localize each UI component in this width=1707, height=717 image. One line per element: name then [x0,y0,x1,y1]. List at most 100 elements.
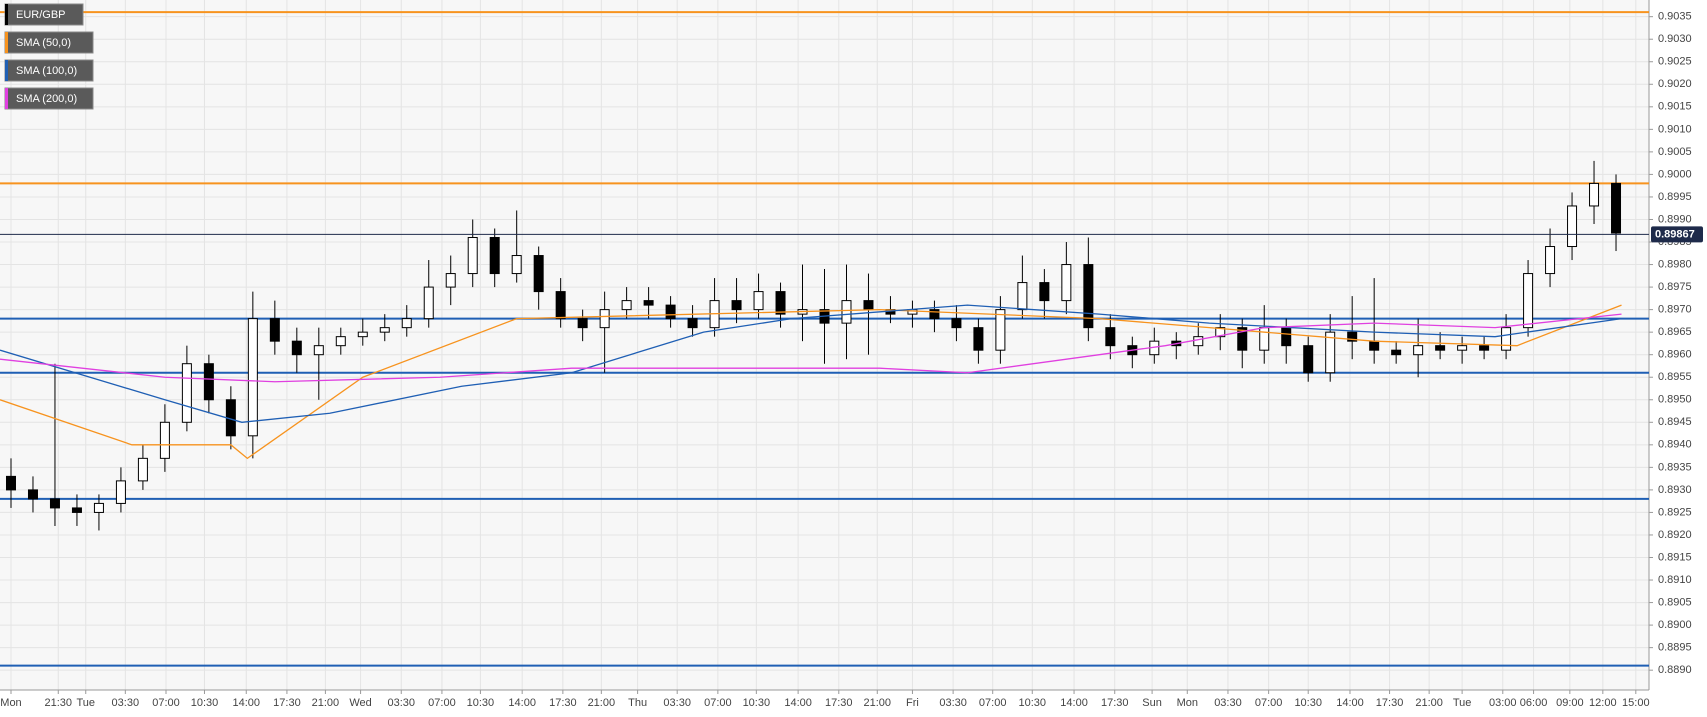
x-tick-label: Wed [349,697,371,709]
x-tick-label: 21:00 [312,697,340,709]
candle-body [643,300,654,306]
x-tick-label: 10:30 [1294,697,1322,709]
candle-body [1105,327,1116,347]
x-tick-label: 09:00 [1556,697,1584,709]
legend-label: SMA (200,0) [16,93,77,105]
candle-body [533,255,544,293]
candle-body [1523,273,1534,329]
legend-swatch [5,4,8,25]
candle-body [951,318,962,329]
candle-body [1457,345,1468,351]
candle-body [357,331,368,338]
candle-body [665,304,676,320]
y-tick-label: 0.8960 [1658,349,1692,361]
candle-body [1281,327,1292,347]
candle-body [1215,327,1226,338]
y-tick-label: 0.8900 [1658,619,1692,631]
candle-body [687,318,698,329]
y-tick-label: 0.8890 [1658,664,1692,676]
x-tick-label: 17:30 [549,697,577,709]
candle-body [1391,349,1402,356]
candle-body [1259,327,1270,351]
candle-body [1237,327,1248,351]
candle-body [5,475,16,491]
x-tick-label: 03:30 [1214,697,1242,709]
candle-body [401,318,412,329]
candle-body [1017,282,1028,311]
y-tick-label: 0.8930 [1658,484,1692,496]
legend-item: SMA (200,0) [4,87,94,110]
y-tick-label: 0.8915 [1658,551,1692,563]
candle-body [1039,282,1050,302]
y-tick-label: 0.8940 [1658,439,1692,451]
x-tick-label: 14:00 [232,697,260,709]
x-tick-label: Tue [1453,697,1472,709]
candle-body [137,457,148,482]
y-tick-label: 0.8910 [1658,574,1692,586]
x-tick-label: 14:00 [508,697,536,709]
x-tick-label: 03:30 [112,697,140,709]
candle-body [181,363,192,423]
candle-body [511,255,522,275]
x-tick-label: 07:00 [704,697,732,709]
y-tick-label: 0.8905 [1658,596,1692,608]
legend-item: SMA (100,0) [4,59,94,82]
x-tick-label: 10:30 [1019,697,1047,709]
candle-body [1545,246,1556,275]
y-tick-label: 0.9010 [1658,123,1692,135]
sma-line [0,313,1622,383]
candle-body [159,421,170,459]
candle-body [775,291,786,315]
legend-swatch [5,60,8,81]
x-tick-label: 03:00 [1489,697,1517,709]
legend-label: SMA (100,0) [16,65,77,77]
y-tick-label: 0.8935 [1658,461,1692,473]
y-tick-label: 0.8895 [1658,642,1692,654]
candle-body [445,273,456,288]
x-tick-label: 07:00 [1255,697,1283,709]
x-tick-label: 21:00 [1415,697,1443,709]
y-tick-label: 0.8945 [1658,416,1692,428]
candle-body [1413,345,1424,356]
y-tick-label: 0.8995 [1658,191,1692,203]
candle-body [71,507,82,513]
candle-body [269,318,280,342]
legend-item: EUR/GBP [4,3,84,26]
x-tick-label: 14:00 [784,697,812,709]
x-tick-label: Mon [0,697,21,709]
y-tick-label: 0.9035 [1658,11,1692,23]
candle-body [973,327,984,351]
candle-body [247,318,258,437]
y-tick-label: 0.9015 [1658,101,1692,113]
x-tick-label: 17:30 [1101,697,1129,709]
y-tick-label: 0.8925 [1658,506,1692,518]
x-tick-label: 06:00 [1520,697,1548,709]
candle-body [1303,345,1314,374]
candle-body [1325,331,1336,374]
sma-line [0,304,1622,460]
candle-body [1435,345,1446,351]
x-tick-label: 10:30 [743,697,771,709]
x-tick-label: 03:30 [663,697,691,709]
candle-body [929,309,940,320]
y-tick-label: 0.8970 [1658,304,1692,316]
y-tick-label: 0.9030 [1658,33,1692,45]
x-tick-label: 10:30 [191,697,219,709]
last-price-box [1651,226,1703,243]
candle-body [1479,345,1490,351]
x-tick-label: 21:30 [44,697,72,709]
x-tick-label: 17:30 [825,697,853,709]
y-tick-label: 0.9025 [1658,56,1692,68]
candle-body [753,291,764,311]
x-tick-label: 21:00 [864,697,892,709]
x-tick-label: Sun [1142,697,1162,709]
candle-body [1567,205,1578,248]
legend-item: SMA (50,0) [4,31,94,54]
x-tick-label: 14:00 [1060,697,1088,709]
candle-body [577,318,588,329]
sma-line [0,304,1622,423]
y-tick-label: 0.8955 [1658,371,1692,383]
legend-swatch [5,88,8,109]
